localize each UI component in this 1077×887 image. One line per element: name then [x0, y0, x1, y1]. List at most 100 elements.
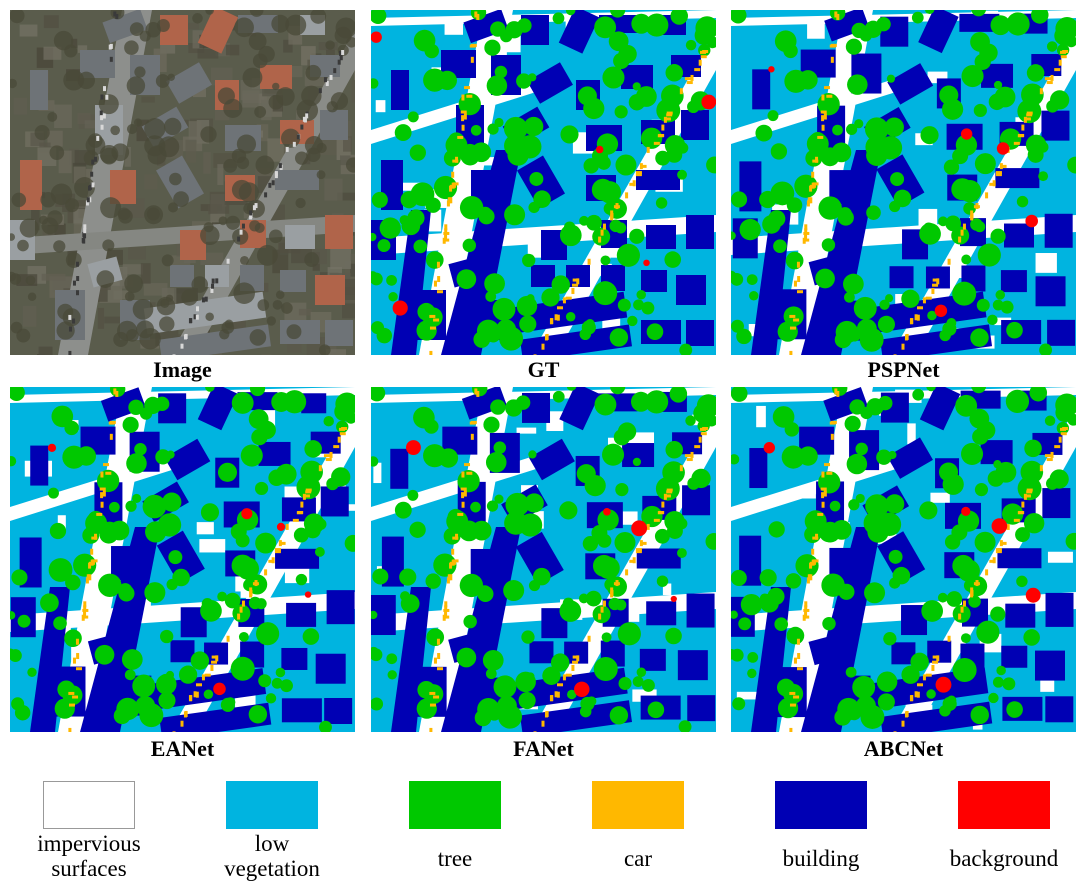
map-tree [993, 80, 1003, 90]
map-car [694, 445, 701, 449]
map-car [433, 280, 437, 287]
map-tree [636, 667, 647, 678]
map-tree [632, 82, 641, 91]
map-car [1058, 59, 1062, 66]
map-car [436, 261, 440, 268]
map-car [96, 512, 103, 516]
map-car [1026, 488, 1033, 492]
map-car [826, 471, 833, 475]
map-car [901, 343, 905, 350]
map-tree [746, 274, 758, 285]
map-tree [919, 501, 938, 520]
map-tree [201, 598, 213, 610]
map-tree [970, 218, 983, 231]
map-building [286, 602, 317, 627]
photo-tree [276, 87, 295, 106]
photo-car [241, 223, 245, 229]
map-tree [459, 143, 481, 165]
map-tree [541, 288, 560, 307]
map-car [300, 501, 304, 508]
map-tree [878, 395, 893, 411]
map-tree [645, 13, 669, 37]
photo-car [103, 86, 107, 92]
map-tree [407, 489, 419, 501]
map-tree [961, 254, 972, 265]
map-tree [409, 144, 426, 161]
map-tree [855, 442, 868, 456]
map-car [811, 548, 815, 555]
map-tree [770, 181, 795, 206]
aerial-image-panel [10, 10, 355, 355]
map-building [1001, 645, 1028, 668]
map-background [670, 595, 677, 603]
map-tree [610, 10, 626, 18]
map-tree [203, 689, 214, 699]
map-car [803, 615, 810, 619]
photo-tree [294, 151, 309, 165]
map-tree [603, 202, 617, 215]
map-car [323, 454, 330, 458]
map-car [916, 691, 920, 698]
map-car [600, 606, 604, 613]
map-background [241, 508, 253, 520]
map-tree [371, 610, 378, 620]
map-tree [524, 116, 544, 137]
map-tree [505, 492, 530, 517]
map-tree [783, 43, 798, 59]
photo-tree [346, 36, 355, 48]
photo-tree [275, 290, 285, 300]
photo-car [254, 203, 258, 209]
map-tree [1016, 575, 1028, 588]
photo-car [211, 278, 215, 284]
map-tree [596, 155, 611, 170]
map-building [646, 601, 677, 626]
map-car [639, 540, 643, 547]
map-building-row [80, 527, 160, 732]
map-tree [963, 579, 977, 592]
map-car [437, 653, 441, 660]
map-car [318, 465, 322, 472]
map-tree [1055, 393, 1076, 417]
map-building [320, 486, 349, 517]
photo-car [76, 290, 80, 296]
map-car [702, 426, 709, 430]
photo-tree [318, 344, 331, 355]
map-tree [731, 610, 738, 619]
photo-roof [197, 10, 239, 54]
photo-car [237, 236, 241, 242]
photo-texture [127, 247, 146, 260]
map-tree [562, 597, 574, 609]
photo-car [83, 233, 87, 239]
map-tree [490, 399, 506, 415]
map-tree [945, 215, 961, 232]
map-car [958, 613, 962, 620]
photo-texture [330, 247, 351, 269]
photo-car [115, 13, 119, 19]
map-car [960, 229, 964, 236]
map-tree [939, 704, 951, 717]
photo-tree [156, 18, 170, 32]
map-car [679, 88, 683, 95]
map-car [700, 432, 707, 436]
map-tree [566, 387, 577, 391]
map-car [72, 695, 79, 699]
map-tree [664, 251, 682, 268]
map-building [646, 225, 676, 249]
photo-car [210, 287, 214, 293]
map-car [625, 569, 629, 576]
map-car [797, 667, 804, 671]
map-car [451, 548, 455, 555]
map-tree [27, 667, 37, 677]
map-tree [462, 238, 477, 253]
map-building [301, 393, 327, 414]
map-tree [838, 583, 855, 600]
map-car [204, 673, 211, 677]
map-impervious-patch [516, 427, 537, 434]
map-tree [600, 255, 611, 266]
map-tree [635, 86, 657, 107]
photo-tree [156, 296, 176, 316]
map-car [452, 536, 459, 540]
map-tree [921, 600, 944, 622]
map-tree [323, 415, 334, 427]
map-car [666, 490, 673, 494]
